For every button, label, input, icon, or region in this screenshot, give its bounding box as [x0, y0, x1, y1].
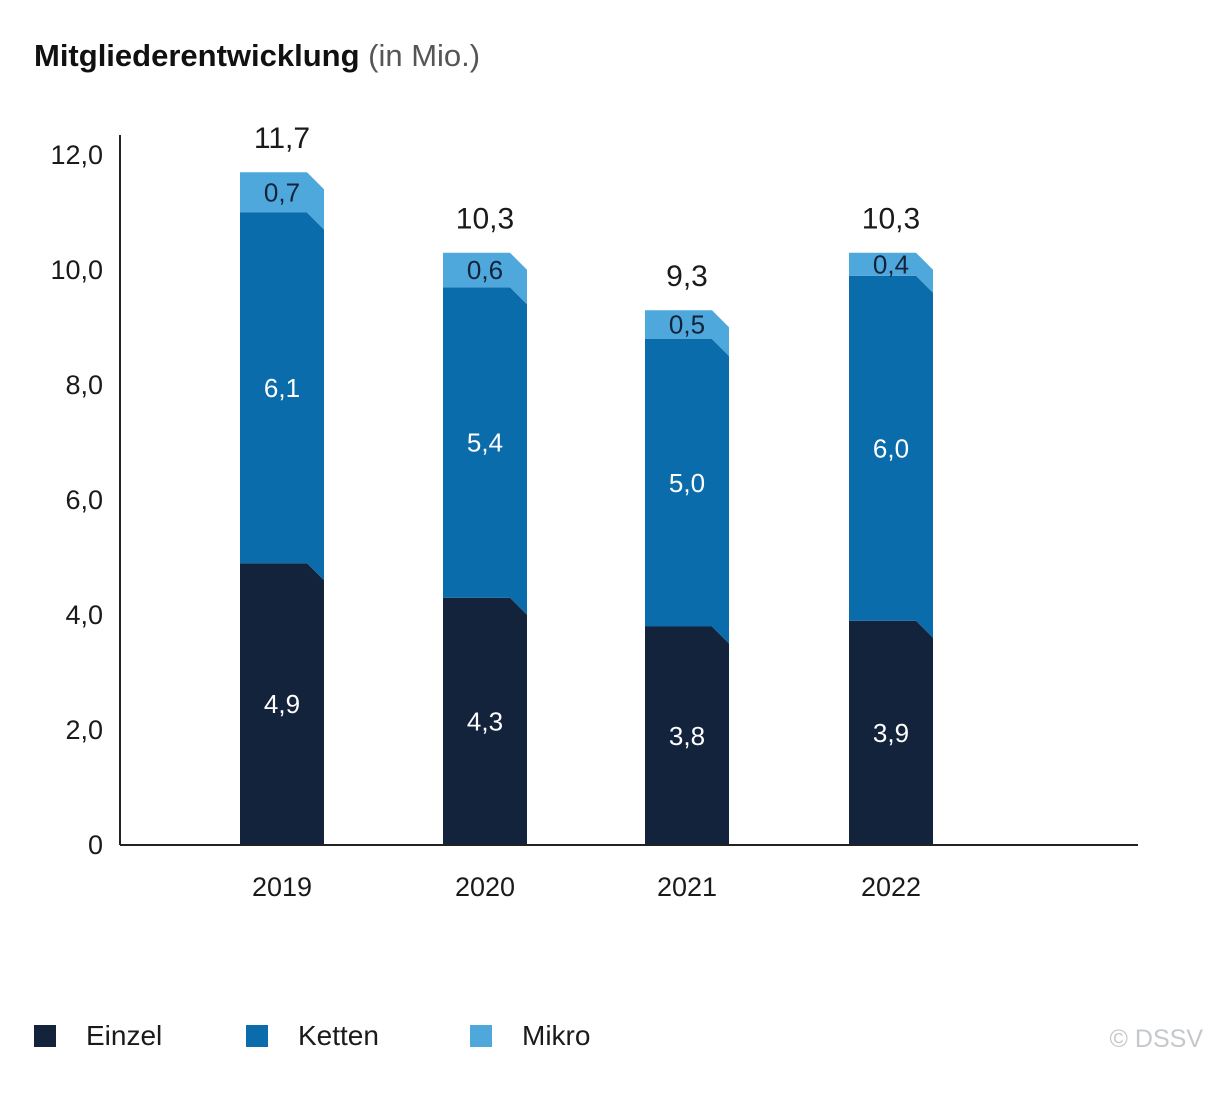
y-tick-label-4: 8,0 — [65, 370, 103, 400]
bar-mikro-2020 — [443, 252, 527, 305]
chart-title-main: Mitgliederentwicklung — [34, 38, 360, 73]
legend-label-ketten: Ketten — [298, 1020, 379, 1051]
legend-item-ketten: Ketten — [246, 1020, 379, 1052]
data-label-mikro-2019: 0,7 — [264, 177, 300, 207]
x-tick-label-2021: 2021 — [657, 872, 717, 902]
bar-ketten-2022 — [849, 275, 933, 638]
data-label-mikro-2020: 0,6 — [467, 255, 503, 285]
data-label-einzel-2021: 3,8 — [669, 721, 705, 751]
bar-mikro-2019 — [240, 172, 324, 230]
data-label-einzel-2020: 4,3 — [467, 706, 503, 736]
data-label-mikro-2022: 0,4 — [873, 249, 909, 279]
bar-einzel-2020 — [443, 597, 527, 845]
legend-swatch-mikro — [470, 1025, 492, 1047]
data-label-ketten-2022: 6,0 — [873, 433, 909, 463]
bar-mikro-2021 — [645, 310, 729, 356]
legend-label-mikro: Mikro — [522, 1020, 591, 1051]
legend-swatch-einzel — [34, 1025, 56, 1047]
total-label-2022: 10,3 — [862, 202, 920, 235]
bar-ketten-2021 — [645, 339, 729, 644]
stacked-bar-chart: 0 2,0 4,0 6,0 8,0 10,0 12,0 2019 2020 2021 2022 4,9… — [50, 122, 1138, 902]
total-label-2019: 11,7 — [254, 122, 310, 155]
bar-ketten-2020 — [443, 287, 527, 615]
y-tick-label-3: 6,0 — [65, 485, 103, 515]
legend-swatch-ketten — [246, 1025, 268, 1047]
bar-einzel-2022 — [849, 620, 933, 845]
data-label-ketten-2021: 5,0 — [669, 468, 705, 498]
bar-ketten-2019 — [240, 212, 324, 581]
legend-item-einzel: Einzel — [34, 1020, 162, 1052]
legend-item-mikro: Mikro — [470, 1020, 590, 1052]
copyright-notice: © DSSV — [1109, 1025, 1203, 1053]
y-tick-label-6: 12,0 — [50, 140, 103, 170]
y-tick-label-0: 0 — [88, 830, 103, 860]
y-tick-label-5: 10,0 — [50, 255, 103, 285]
x-tick-label-2019: 2019 — [252, 872, 312, 902]
y-tick-label-1: 2,0 — [65, 715, 103, 745]
data-label-ketten-2020: 5,4 — [467, 428, 503, 458]
data-label-ketten-2019: 6,1 — [264, 373, 300, 403]
total-label-2021: 9,3 — [666, 260, 708, 293]
total-label-2020: 10,3 — [456, 202, 514, 235]
data-label-mikro-2021: 0,5 — [669, 310, 705, 340]
data-label-einzel-2019: 4,9 — [264, 689, 300, 719]
bar-einzel-2021 — [645, 626, 729, 845]
y-tick-label-2: 4,0 — [65, 600, 103, 630]
chart-title: Mitgliederentwicklung (in Mio.) — [34, 38, 480, 74]
data-label-einzel-2022: 3,9 — [873, 718, 909, 748]
legend-label-einzel: Einzel — [86, 1020, 163, 1051]
chart-title-unit: (in Mio.) — [368, 38, 481, 73]
x-tick-label-2020: 2020 — [455, 872, 515, 902]
bar-mikro-2022 — [849, 252, 933, 293]
x-tick-label-2022: 2022 — [861, 872, 921, 902]
bar-einzel-2019 — [240, 563, 324, 845]
